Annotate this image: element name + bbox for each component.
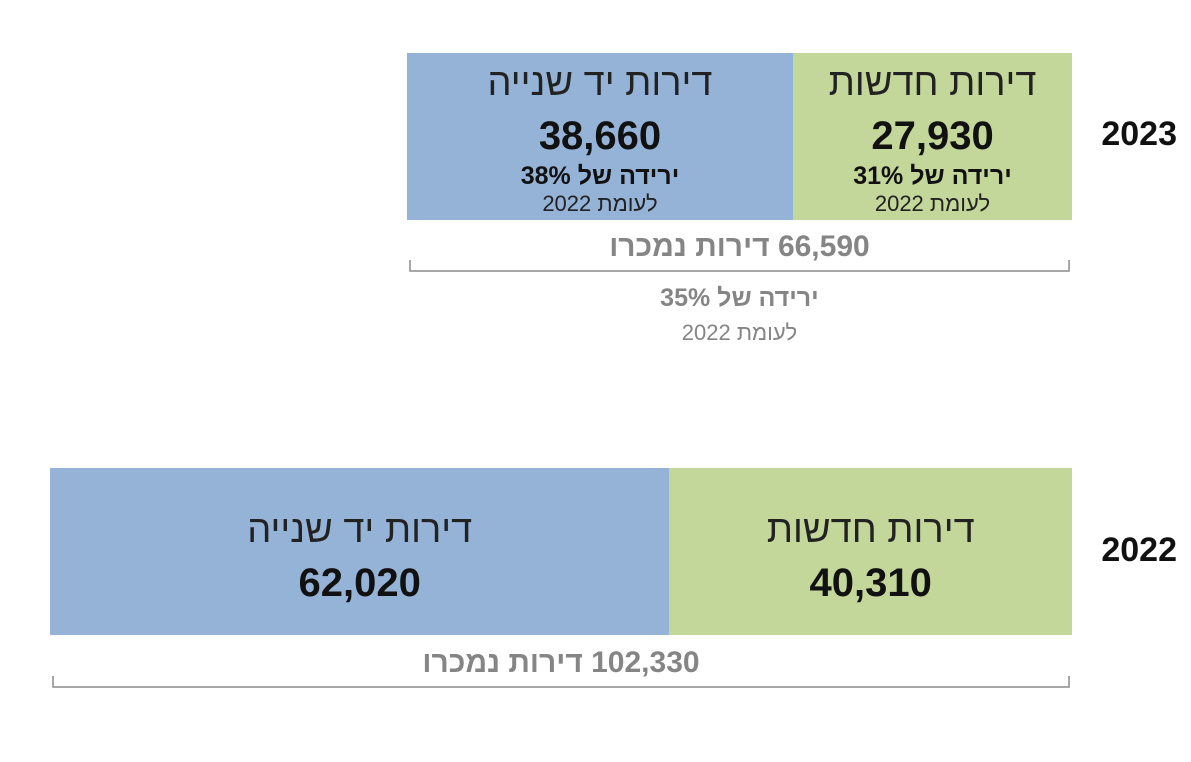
segment-value-new-2023: 27,930 [871, 114, 994, 158]
segment-name-new-2022: דירות חדשות [766, 509, 975, 551]
total-bracket-2023 [409, 260, 1070, 272]
bar-segment-second-2022: דירות יד שנייה 62,020 [50, 468, 670, 635]
segment-vs-second-2023: לעומת 2022 [542, 191, 658, 216]
total-label-2023: 66,590 דירות נמכרו [609, 230, 870, 263]
year-label-2022: 2022 [1101, 531, 1177, 569]
segment-value-second-2022: 62,020 [298, 561, 421, 605]
total-drop-2023: ירידה של 35% [660, 284, 819, 312]
bar-2022: דירות חדשות 40,310 דירות יד שנייה 62,020 [50, 468, 1072, 635]
year-label-2023: 2023 [1101, 115, 1177, 153]
segment-value-new-2022: 40,310 [809, 561, 932, 605]
total-label-2022: 102,330 דירות נמכרו [422, 646, 700, 679]
segment-name-second-2023: דירות יד שנייה [487, 62, 713, 104]
segment-name-new-2023: דירות חדשות [828, 62, 1037, 104]
bar-segment-new-2022: דירות חדשות 40,310 [669, 468, 1072, 635]
bar-segment-second-2023: דירות יד שנייה 38,660 ירידה של 38% לעומת… [406, 53, 794, 220]
segment-vs-new-2023: לעומת 2022 [874, 191, 991, 216]
bar-segment-new-2023: דירות חדשות 27,930 ירידה של 31% לעומת 20… [793, 53, 1072, 220]
total-vs-2023: לעומת 2022 [681, 320, 798, 345]
segment-name-second-2022: דירות יד שנייה [247, 509, 473, 551]
bar-2023: דירות חדשות 27,930 ירידה של 31% לעומת 20… [406, 53, 1072, 220]
segment-value-second-2023: 38,660 [538, 114, 662, 158]
segment-drop-second-2023: ירידה של 38% [520, 162, 680, 190]
segment-drop-new-2023: ירידה של 31% [853, 162, 1012, 190]
total-bracket-2022 [52, 676, 1070, 688]
